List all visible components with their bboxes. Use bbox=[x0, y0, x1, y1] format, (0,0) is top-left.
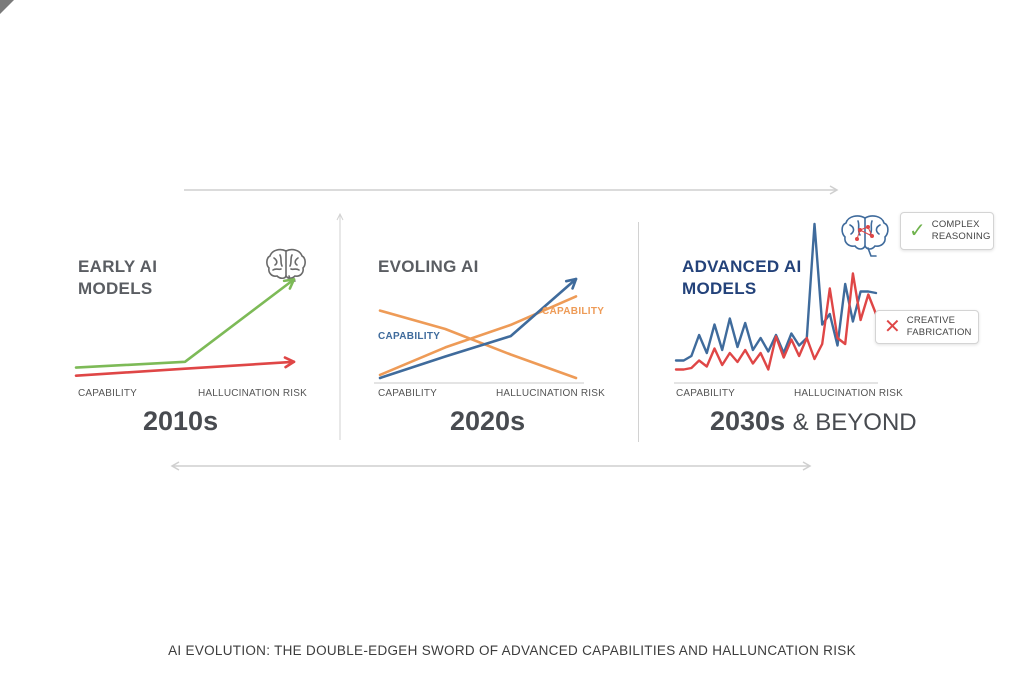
top-timeline-arrow bbox=[184, 185, 839, 195]
panel-3-era: 2030s & BEYOND bbox=[710, 406, 917, 437]
divider-up-arrow bbox=[336, 212, 344, 440]
panel-3-title-line-2: MODELS bbox=[682, 279, 757, 298]
chart-1-series-2-line bbox=[378, 277, 578, 380]
complex-reasoning-callout: ✓ COMPLEX REASONING bbox=[900, 212, 994, 250]
panel-2-era: 2020s bbox=[450, 406, 525, 437]
figure-caption: AI EVOLUTION: THE DOUBLE-EDGEH SWORD OF … bbox=[168, 643, 856, 658]
panel-1-title-line-2: MODELS bbox=[78, 279, 153, 298]
chart-1-series-0-line bbox=[378, 295, 578, 377]
panel-1-axis-left: CAPABILITY bbox=[78, 388, 138, 399]
panel-1-title-line-1: EARLY AI bbox=[78, 257, 158, 276]
chart-2-series-1-line bbox=[674, 272, 878, 371]
creative-fabrication-line-2: FABRICATION bbox=[906, 327, 972, 338]
panel-1-era: 2010s bbox=[143, 406, 218, 437]
panel-2-axis-right: HALLUCINATION RISK bbox=[496, 388, 605, 399]
creative-fabrication-text: CREATIVE FABRICATION bbox=[907, 315, 972, 339]
panel-3-axis-left: CAPABILITY bbox=[676, 388, 736, 399]
panel-2-title: EVOLING AI bbox=[378, 256, 479, 278]
panel-1-title: EARLY AI MODELS bbox=[78, 256, 157, 300]
chart-2-series-0-line bbox=[674, 222, 878, 362]
panel-2-series-label-blue: CAPABILITY bbox=[378, 331, 441, 342]
panel-2-title-line-1: EVOLING AI bbox=[378, 257, 479, 276]
panel-1-chart bbox=[74, 278, 296, 377]
chart-1-series-1-line bbox=[378, 309, 578, 380]
panel-3-axis-right: HALLUCINATION RISK bbox=[794, 388, 903, 399]
panel-2-series-label-orange: CAPABILITY bbox=[542, 306, 605, 317]
bottom-timeline-arrow bbox=[170, 461, 812, 471]
creative-fabrication-line-1: CREATIVE bbox=[906, 315, 956, 326]
panel-divider bbox=[638, 222, 639, 442]
chart-0-series-1-arrowhead bbox=[283, 356, 296, 369]
chart-0-series-1-line bbox=[74, 360, 296, 377]
chart-0-series-0-line bbox=[74, 278, 296, 369]
panel-1-axis-right: HALLUCINATION RISK bbox=[198, 388, 307, 399]
panel-2-chart bbox=[374, 277, 584, 384]
complex-reasoning-text: COMPLEX REASONING bbox=[932, 219, 991, 243]
page-corner-fold bbox=[0, 0, 14, 14]
chart-0-series-0-arrowhead bbox=[282, 278, 296, 290]
chart-1-series-2-arrowhead bbox=[564, 277, 578, 290]
panel-1-era-text: 2010s bbox=[143, 406, 219, 436]
brain-network-icon bbox=[841, 215, 889, 257]
panel-3-era-text: 2030s bbox=[710, 406, 786, 436]
panel-3-title: ADVANCED AI MODELS bbox=[682, 256, 801, 300]
x-icon: ✕ bbox=[884, 316, 901, 338]
brain-icon bbox=[266, 248, 306, 282]
panel-3-era-suffix: & BEYOND bbox=[792, 409, 917, 436]
complex-reasoning-line-2: REASONING bbox=[931, 231, 991, 242]
complex-reasoning-line-1: COMPLEX bbox=[931, 219, 980, 230]
creative-fabrication-callout: ✕ CREATIVE FABRICATION bbox=[875, 310, 979, 344]
check-icon: ✓ bbox=[909, 220, 926, 242]
panel-2-axis-left: CAPABILITY bbox=[378, 388, 438, 399]
panel-3-title-line-1: ADVANCED AI bbox=[682, 257, 802, 276]
panel-2-era-text: 2020s bbox=[450, 406, 526, 436]
panel-3-chart bbox=[674, 222, 878, 384]
